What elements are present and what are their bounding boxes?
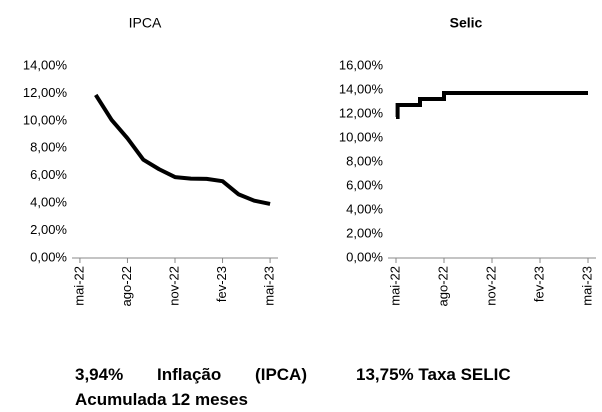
y-tick-label: 10,00% [339,129,384,144]
x-tick-label: nov-22 [483,266,498,306]
x-tick-label: mai-23 [579,266,594,306]
caption-ipca: 3,94% Inflação (IPCA) Acumulada 12 meses [75,365,307,409]
y-tick-label: 6,00% [346,177,383,192]
y-tick-label: 4,00% [346,201,383,216]
series-line [94,93,271,206]
x-tick-label: nov-22 [166,266,181,306]
y-tick-label: 4,00% [30,195,67,210]
y-tick-label: 0,00% [346,249,383,264]
x-tick-label: ago-22 [119,266,134,306]
x-tick-label: fev-23 [531,266,546,302]
y-tick-label: 8,00% [30,140,67,155]
y-tick-label: 14,00% [339,81,384,96]
charts: IPCA 0,00% 2,00% 4,00% 6,00% 8,00% 10,00% 12,00… [23,15,596,306]
y-tick-label: 14,00% [23,57,68,72]
chart-title: Selic [450,15,483,31]
chart-title: IPCA [129,15,162,31]
y-tick-label: 12,00% [339,105,384,120]
x-tick-label: mai-22 [387,266,402,306]
y-tick-label: 6,00% [30,167,67,182]
y-tick-label: 0,00% [30,249,67,264]
y-tick-label: 10,00% [23,112,68,127]
x-tick-label: ago-22 [435,266,450,306]
y-tick-label: 12,00% [23,85,68,100]
series-line [395,91,588,119]
x-tick-label: mai-22 [71,266,86,306]
y-tick-label: 8,00% [346,153,383,168]
y-tick-label: 16,00% [339,57,384,72]
x-tick-label: mai-23 [262,266,277,306]
caption-selic: 13,75% Taxa SELIC [356,365,511,384]
y-tick-label: 2,00% [30,222,67,237]
x-tick-label: fev-23 [214,266,229,302]
y-tick-label: 2,00% [346,225,383,240]
